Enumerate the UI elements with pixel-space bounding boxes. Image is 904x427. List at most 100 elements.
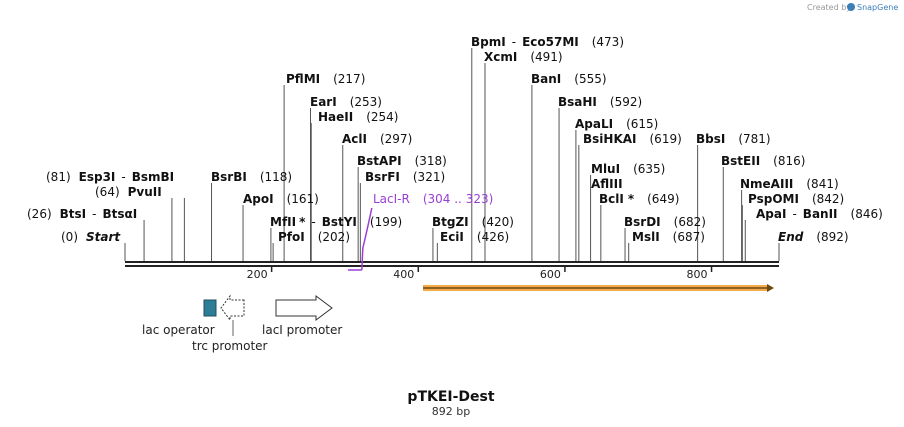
lac-operator-box[interactable] xyxy=(203,299,217,317)
site-pfoi[interactable]: PfoI (202) xyxy=(278,230,350,244)
site-btgzi[interactable]: BtgZI (420) xyxy=(432,215,514,229)
end-label: End xyxy=(778,230,804,244)
axis-tick-label-200: 200 xyxy=(247,268,268,281)
site-bpmi-name2: Eco57MI xyxy=(522,35,579,49)
site-bpmi-dash: - xyxy=(512,35,516,49)
site-apoi-pos: (161) xyxy=(287,192,319,206)
site-mfli-pos: (199) xyxy=(370,215,402,229)
axis-tick-label-400: 400 xyxy=(393,268,414,281)
site-apali[interactable]: ApaLI (615) xyxy=(575,117,658,131)
site-btsi[interactable]: (26) BtsI - BtsαI xyxy=(27,207,137,221)
site-acli[interactable]: AclI (297) xyxy=(342,132,412,146)
site-eari-pos: (253) xyxy=(350,95,382,109)
site-bsihkai-pos: (619) xyxy=(650,132,682,146)
primer-bracket[interactable] xyxy=(347,207,373,271)
site-bsrdi-name: BsrDI xyxy=(624,215,661,229)
site-bsteii-pos: (816) xyxy=(773,154,805,168)
site-bpmi-pos: (473) xyxy=(592,35,624,49)
site-nmeaiii[interactable]: NmeAIII (841) xyxy=(740,177,839,191)
site-bpmi-name1: BpmI xyxy=(471,35,506,49)
site-bsrfi-pos: (321) xyxy=(413,170,445,184)
laci-promoter-label: lacI promoter xyxy=(262,323,342,337)
site-bsihkai[interactable]: BsiHKAI (619) xyxy=(583,132,682,146)
site-bsrbi[interactable]: BsrBI (118) xyxy=(211,170,292,184)
site-afliii-name: AflIII xyxy=(591,177,623,191)
trc-promoter-label: trc promoter xyxy=(192,339,268,353)
site-bcli-pos: (649) xyxy=(647,192,679,206)
site-bsrfi[interactable]: BsrFI (321) xyxy=(365,170,445,184)
site-bsrdi-pos: (682) xyxy=(674,215,706,229)
site-bstapi[interactable]: BstAPI (318) xyxy=(357,154,447,168)
site-bbsi[interactable]: BbsI (781) xyxy=(696,132,771,146)
site-xcmi[interactable]: XcmI (491) xyxy=(484,50,563,64)
site-pvuii[interactable]: (64) PvuII xyxy=(95,185,162,199)
site-acli-pos: (297) xyxy=(380,132,412,146)
trc-promoter-arrow[interactable] xyxy=(220,294,245,322)
site-apali-pos: (615) xyxy=(626,117,658,131)
site-mlui-name: MluI xyxy=(591,162,620,176)
site-apai[interactable]: ApaI - BanII (846) xyxy=(756,207,883,221)
site-pflmi[interactable]: PflMI (217) xyxy=(286,72,365,86)
site-bcli[interactable]: BclI * (649) xyxy=(599,192,679,206)
start-label: Start xyxy=(86,230,121,244)
site-mfli[interactable]: MfII * - BstYI (199) xyxy=(270,215,402,229)
site-bani-pos: (555) xyxy=(574,72,606,86)
site-labels: BpmI - Eco57MI (473) XcmI (491) PflMI (217) B… xyxy=(27,35,883,244)
primer-laci-r[interactable]: LacI-R (304 .. 323) xyxy=(373,192,493,206)
site-pspomi-pos: (842) xyxy=(812,192,844,206)
features: lac operator trc promoter lacI promoter xyxy=(142,294,342,353)
site-mlui-pos: (635) xyxy=(633,162,665,176)
site-haeii-pos: (254) xyxy=(366,110,398,124)
site-end[interactable]: End (892) xyxy=(778,230,849,244)
site-apoi-name: ApoI xyxy=(243,192,274,206)
credit-brand: SnapGene xyxy=(857,3,898,12)
site-apai-pos: (846) xyxy=(851,207,883,221)
site-pvuii-name: PvuII xyxy=(128,185,162,199)
site-bani[interactable]: BanI (555) xyxy=(531,72,607,86)
end-pos: (892) xyxy=(816,230,848,244)
credit-text: Created by xyxy=(807,3,851,12)
site-mfli-name2: BstYI xyxy=(322,215,357,229)
site-apoi[interactable]: ApoI (161) xyxy=(243,192,319,206)
laci-promoter-arrow[interactable] xyxy=(275,295,333,321)
site-pfoi-pos: (202) xyxy=(318,230,350,244)
axis-tick-label-600: 600 xyxy=(540,268,561,281)
site-msli-name: MslI xyxy=(632,230,660,244)
site-bsahi[interactable]: BsaHI (592) xyxy=(558,95,642,109)
site-bsteii-name: BstEII xyxy=(721,154,760,168)
site-btsi-name1: BtsI xyxy=(60,207,87,221)
site-ecii-pos: (426) xyxy=(477,230,509,244)
site-pfoi-name: PfoI xyxy=(278,230,305,244)
site-bsrfi-name: BsrFI xyxy=(365,170,400,184)
site-haeii[interactable]: HaeII (254) xyxy=(318,110,399,124)
primer-arrow[interactable] xyxy=(347,207,373,271)
site-esp3i-name2: BsmBI xyxy=(132,170,174,184)
site-msli-pos: (687) xyxy=(673,230,705,244)
site-msli[interactable]: MslI (687) xyxy=(632,230,705,244)
site-btsi-pos: (26) xyxy=(27,207,52,221)
axis-ticks: 200 400 600 800 xyxy=(247,266,713,281)
site-bpmi[interactable]: BpmI - Eco57MI (473) xyxy=(471,35,624,49)
site-mlui[interactable]: MluI (635) xyxy=(591,162,665,176)
site-bsteii[interactable]: BstEII (816) xyxy=(721,154,805,168)
site-bsahi-pos: (592) xyxy=(610,95,642,109)
orf-feature[interactable] xyxy=(423,284,774,292)
start-pos: (0) xyxy=(61,230,78,244)
site-eari[interactable]: EarI (253) xyxy=(310,95,382,109)
site-pflmi-pos: (217) xyxy=(333,72,365,86)
site-afliii[interactable]: AflIII xyxy=(591,177,623,191)
site-esp3i-name1: Esp3I xyxy=(79,170,116,184)
lac-operator-label: lac operator xyxy=(142,323,215,337)
site-bsrbi-pos: (118) xyxy=(260,170,292,184)
site-bsrdi[interactable]: BsrDI (682) xyxy=(624,215,706,229)
site-esp3i[interactable]: (81) Esp3I - BsmBI xyxy=(46,170,174,184)
site-ecii[interactable]: EciI (426) xyxy=(440,230,509,244)
site-xcmi-pos: (491) xyxy=(530,50,562,64)
site-apai-name2: BanII xyxy=(803,207,838,221)
site-start[interactable]: (0) Start xyxy=(61,230,121,244)
axis-tick-label-800: 800 xyxy=(687,268,708,281)
snapgene-logo-icon xyxy=(847,3,855,11)
site-acli-name: AclI xyxy=(342,132,367,146)
site-pspomi[interactable]: PspOMI (842) xyxy=(748,192,844,206)
credit: Created by SnapGene xyxy=(807,3,898,12)
